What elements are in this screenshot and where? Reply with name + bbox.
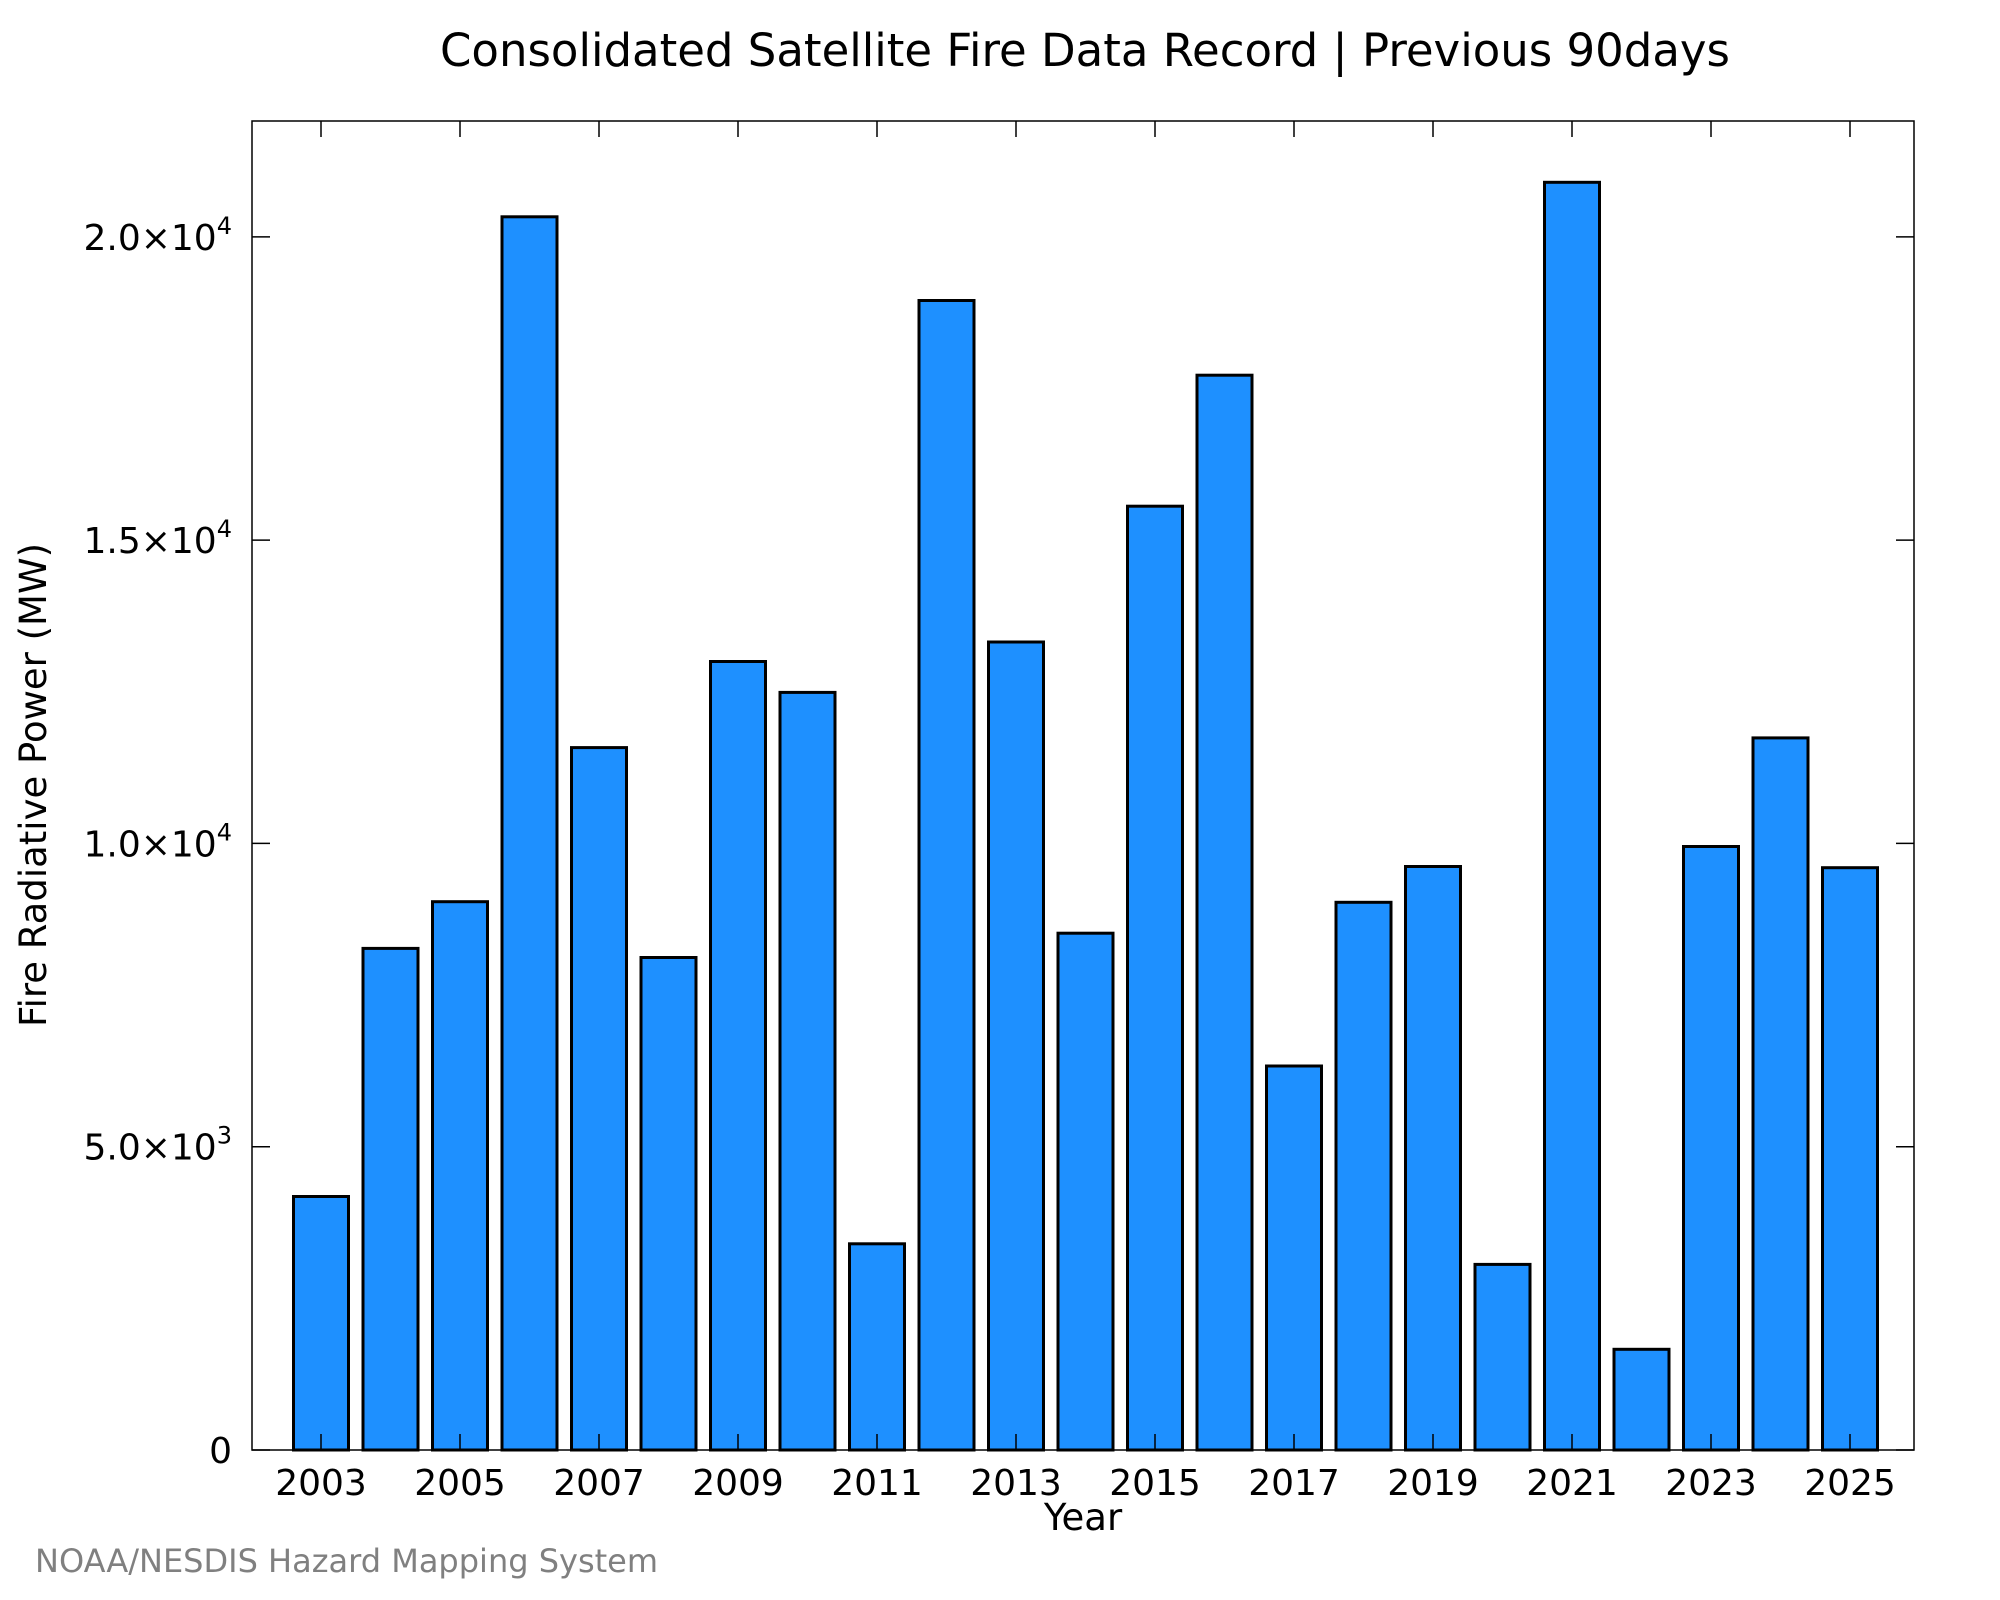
bars-group — [292, 180, 1879, 1452]
x-tick-label-2023: 2023 — [1665, 1463, 1757, 1504]
bar-2021 — [1543, 180, 1601, 1452]
bar-2018 — [1334, 900, 1393, 1452]
bar-2022 — [1612, 1347, 1671, 1452]
bar-2016 — [1195, 373, 1254, 1452]
bar-2008 — [639, 956, 698, 1452]
y-tick-label-5000: 5.0×103 — [83, 1122, 232, 1169]
x-tick-label-2013: 2013 — [970, 1463, 1062, 1504]
bar-2015 — [1126, 504, 1184, 1452]
bar-2003 — [292, 1195, 350, 1452]
y-tick-label-0: 0 — [209, 1431, 232, 1472]
bar-2025 — [1821, 866, 1879, 1452]
x-tick-label-2003: 2003 — [275, 1463, 367, 1504]
bar-2017 — [1265, 1064, 1323, 1452]
bar-2007 — [570, 746, 628, 1452]
bar-2011 — [848, 1242, 906, 1452]
y-tick-label-15000: 1.5×104 — [83, 515, 232, 562]
x-tick-label-2011: 2011 — [831, 1463, 923, 1504]
x-tick-label-2007: 2007 — [553, 1463, 645, 1504]
y-axis-label: Fire Radiative Power (MW) — [12, 543, 55, 1027]
bar-2019 — [1404, 865, 1462, 1452]
x-tick-label-2005: 2005 — [414, 1463, 506, 1504]
y-tick-label-20000: 2.0×104 — [83, 212, 232, 259]
x-tick-label-2017: 2017 — [1248, 1463, 1340, 1504]
bar-2024 — [1751, 736, 1810, 1452]
plot-frame — [251, 120, 1915, 1451]
bar-2006 — [500, 215, 559, 1452]
bar-2004 — [361, 946, 420, 1452]
y-axis: 0 5.0×103 1.0×104 1.5×104 2.0×104 — [83, 212, 1914, 1472]
bar-2023 — [1682, 845, 1740, 1452]
bar-2014 — [1056, 931, 1115, 1452]
bar-2020 — [1473, 1262, 1532, 1452]
bar-2010 — [778, 690, 837, 1452]
x-tick-label-2025: 2025 — [1804, 1463, 1896, 1504]
x-tick-label-2021: 2021 — [1526, 1463, 1618, 1504]
x-tick-label-2009: 2009 — [692, 1463, 784, 1504]
y-tick-label-10000: 1.0×104 — [83, 818, 232, 865]
bar-2009 — [709, 660, 767, 1452]
bar-2012 — [917, 299, 976, 1452]
x-axis-label: Year — [1043, 1496, 1123, 1539]
bar-2013 — [987, 640, 1045, 1452]
x-axis: 2003 2005 2007 2009 2011 2013 2015 2017 2019 2021… — [275, 121, 1896, 1504]
source-credit: NOAA/NESDIS Hazard Mapping System — [35, 1542, 658, 1580]
x-tick-label-2015: 2015 — [1109, 1463, 1201, 1504]
x-tick-label-2019: 2019 — [1387, 1463, 1479, 1504]
chart-title: Consolidated Satellite Fire Data Record … — [440, 24, 1730, 77]
bar-2005 — [431, 900, 489, 1452]
